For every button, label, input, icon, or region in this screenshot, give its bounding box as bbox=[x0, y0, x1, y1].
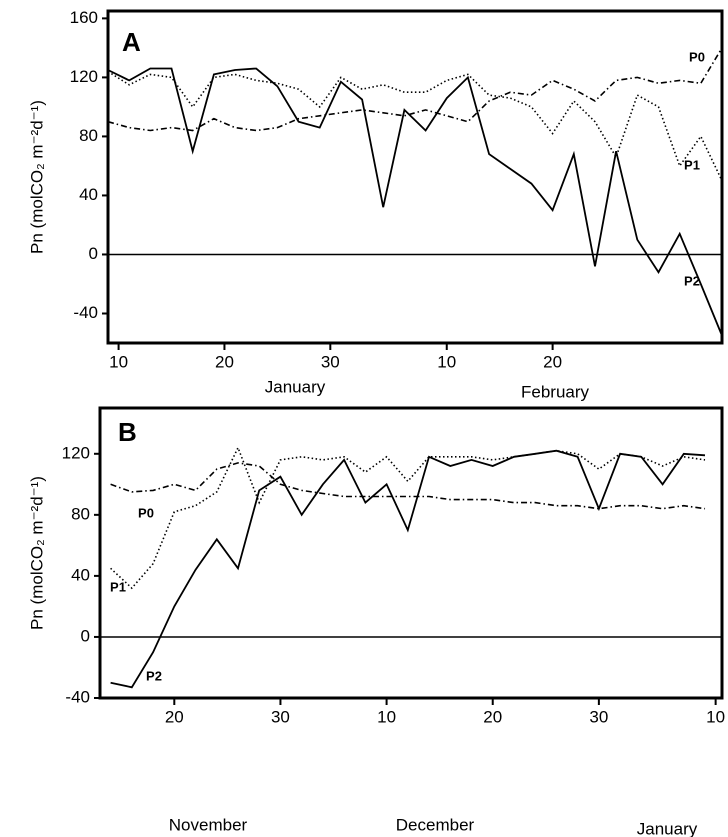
series-label: P2 bbox=[684, 273, 700, 288]
x-tick-label: 30 bbox=[321, 352, 340, 371]
y-tick-label: 80 bbox=[79, 126, 98, 145]
series-label: P2 bbox=[146, 668, 162, 683]
series-line bbox=[107, 70, 723, 182]
plot-frame bbox=[106, 9, 724, 345]
y-axis-label: Pn (molCO₂ m⁻²d⁻¹) bbox=[27, 100, 46, 254]
x-tick-label: 30 bbox=[271, 707, 290, 726]
y-tick-label: 40 bbox=[71, 565, 90, 584]
y-tick-label: 120 bbox=[70, 67, 98, 86]
x-tick-label: 10 bbox=[706, 707, 725, 726]
x-tick-label: 20 bbox=[165, 707, 184, 726]
x-tick-label: 20 bbox=[483, 707, 502, 726]
series-line bbox=[107, 67, 723, 336]
series-label: P1 bbox=[110, 579, 126, 594]
y-axis-label: Pn (molCO₂ m⁻²d⁻¹) bbox=[27, 476, 46, 630]
series-line bbox=[110, 445, 706, 590]
y-tick-label: 0 bbox=[89, 244, 98, 263]
y-tick-label: -40 bbox=[65, 687, 90, 706]
series-line bbox=[110, 449, 706, 689]
x-tick-label: 10 bbox=[377, 707, 396, 726]
x-tick-label: 20 bbox=[543, 352, 562, 371]
month-label: January bbox=[265, 377, 326, 396]
y-tick-label: 80 bbox=[71, 504, 90, 523]
x-tick-label: 20 bbox=[215, 352, 234, 371]
y-tick-label: 0 bbox=[81, 626, 90, 645]
panel-label: A bbox=[122, 27, 141, 57]
month-label: November bbox=[169, 815, 248, 834]
y-tick-label: 160 bbox=[70, 8, 98, 27]
panel-label: B bbox=[118, 417, 137, 447]
series-label: P0 bbox=[689, 49, 705, 64]
y-tick-label: 120 bbox=[62, 443, 90, 462]
month-label: December bbox=[396, 815, 475, 834]
series-label: P0 bbox=[138, 505, 154, 520]
x-tick-label: 10 bbox=[437, 352, 456, 371]
series-label: P1 bbox=[684, 157, 700, 172]
y-tick-label: -40 bbox=[73, 303, 98, 322]
y-tick-label: 40 bbox=[79, 185, 98, 204]
x-tick-label: 30 bbox=[589, 707, 608, 726]
series-line bbox=[107, 47, 723, 132]
month-label: February bbox=[521, 382, 590, 401]
month-label: January bbox=[637, 819, 698, 837]
plot-frame bbox=[98, 406, 724, 700]
x-tick-label: 10 bbox=[109, 352, 128, 371]
series-line bbox=[110, 462, 706, 510]
